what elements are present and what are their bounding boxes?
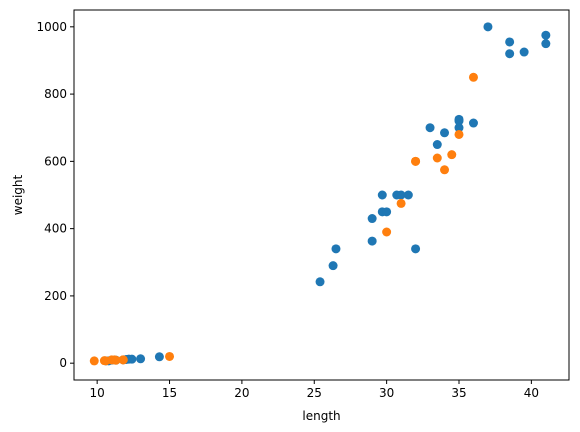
axes-frame — [73, 9, 570, 381]
scatter-point-series-2 — [396, 198, 406, 208]
y-axis-label: weight — [11, 174, 25, 215]
scatter-point-series-1 — [328, 261, 338, 271]
x-tick-label: 25 — [307, 386, 322, 400]
scatter-point-series-1 — [425, 123, 435, 133]
y-tick-label: 0 — [59, 356, 67, 370]
scatter-point-series-1 — [367, 214, 377, 224]
scatter-point-series-1 — [331, 244, 341, 254]
scatter-point-series-1 — [505, 49, 515, 59]
scatter-point-series-2 — [432, 153, 442, 163]
scatter-point-series-1 — [440, 128, 450, 138]
scatter-point-series-1 — [382, 207, 392, 217]
scatter-point-series-2 — [118, 355, 128, 365]
scatter-point-series-2 — [447, 150, 457, 160]
y-tick-label: 200 — [44, 289, 67, 303]
scatter-point-series-2 — [454, 129, 464, 139]
scatter-point-series-1 — [396, 190, 406, 200]
x-tick-label: 40 — [524, 386, 539, 400]
scatter-point-series-1 — [541, 39, 551, 49]
scatter-point-series-2 — [111, 355, 121, 365]
y-tick-label: 600 — [44, 154, 67, 168]
x-axis-ticks: 10 15 20 25 30 35 40 — [90, 380, 539, 400]
data-points — [89, 22, 551, 366]
scatter-point-series-2 — [165, 351, 175, 361]
x-tick-label: 15 — [162, 386, 177, 400]
scatter-point-series-2 — [382, 227, 392, 237]
scatter-point-series-1 — [483, 22, 493, 32]
scatter-point-series-1 — [454, 123, 464, 133]
scatter-point-series-2 — [411, 156, 421, 166]
x-tick-label: 35 — [451, 386, 466, 400]
scatter-point-series-2 — [468, 72, 478, 82]
scatter-point-series-1 — [454, 116, 464, 126]
plot-area — [73, 9, 570, 381]
scatter-point-series-1 — [519, 47, 529, 57]
scatter-point-series-1 — [411, 244, 421, 254]
scatter-point-series-1 — [377, 190, 387, 200]
scatter-point-series-1 — [136, 354, 146, 364]
scatter-point-series-1 — [315, 277, 325, 287]
scatter-point-series-1 — [127, 354, 137, 364]
scatter-point-series-1 — [468, 118, 478, 128]
y-axis-ticks: 0 200 400 600 800 1000 — [36, 20, 74, 370]
x-tick-label: 30 — [379, 386, 394, 400]
scatter-point-series-2 — [440, 165, 450, 175]
y-tick-label: 1000 — [36, 20, 67, 34]
scatter-point-series-1 — [154, 352, 164, 362]
scatter-point-series-2 — [89, 356, 99, 366]
scatter-point-series-1 — [403, 190, 413, 200]
scatter-point-series-1 — [432, 140, 442, 150]
scatter-point-series-1 — [505, 37, 515, 47]
y-tick-label: 400 — [44, 222, 67, 236]
y-tick-label: 800 — [44, 87, 67, 101]
scatter-point-series-1 — [367, 236, 377, 246]
scatter-point-series-1 — [541, 30, 551, 40]
x-axis-label: length — [302, 409, 340, 423]
x-tick-label: 10 — [90, 386, 105, 400]
x-tick-label: 20 — [234, 386, 249, 400]
